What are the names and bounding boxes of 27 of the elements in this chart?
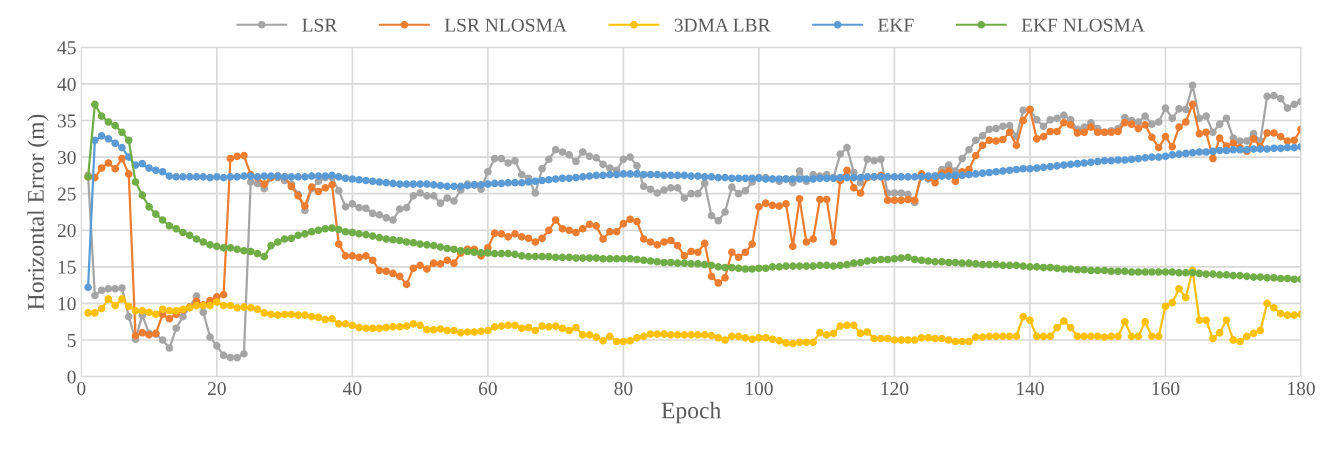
legend-label: 3DMA LBR xyxy=(674,18,771,32)
x-tick-label: 180 xyxy=(1288,382,1315,396)
y-tick-label: 35 xyxy=(57,114,76,128)
y-tick-label: 40 xyxy=(57,77,76,91)
legend-label: LSR NLOSMA xyxy=(444,18,567,32)
x-tick-label: 0 xyxy=(77,382,86,396)
x-tick-label: 20 xyxy=(207,382,226,396)
x-tick-label: 80 xyxy=(614,382,633,396)
y-tick-label: 30 xyxy=(57,150,76,165)
y-tick-label: 5 xyxy=(67,334,76,347)
y-tick-label: 25 xyxy=(57,187,76,201)
x-tick-label: 140 xyxy=(1017,382,1044,396)
x-tick-label: 40 xyxy=(343,382,362,396)
x-tick-label: 120 xyxy=(881,382,909,396)
y-tick-label: 10 xyxy=(58,297,76,311)
y-tick-label: 45 xyxy=(57,41,76,55)
legend-label: EKF NLOSMA xyxy=(1021,18,1145,32)
y-tick-label: 20 xyxy=(57,224,76,238)
y-axis-title: Horizontal Error (m) xyxy=(27,114,49,310)
y-tick-label: 15 xyxy=(58,260,76,274)
legend-label: EKF xyxy=(878,18,914,32)
legend-label: LSR xyxy=(302,18,338,32)
x-axis-title: Epoch xyxy=(661,401,722,424)
y-tick-label: 0 xyxy=(67,370,76,384)
x-tick-label: 160 xyxy=(1152,382,1180,396)
x-tick-label: 100 xyxy=(746,382,773,396)
x-tick-label: 60 xyxy=(478,382,497,396)
